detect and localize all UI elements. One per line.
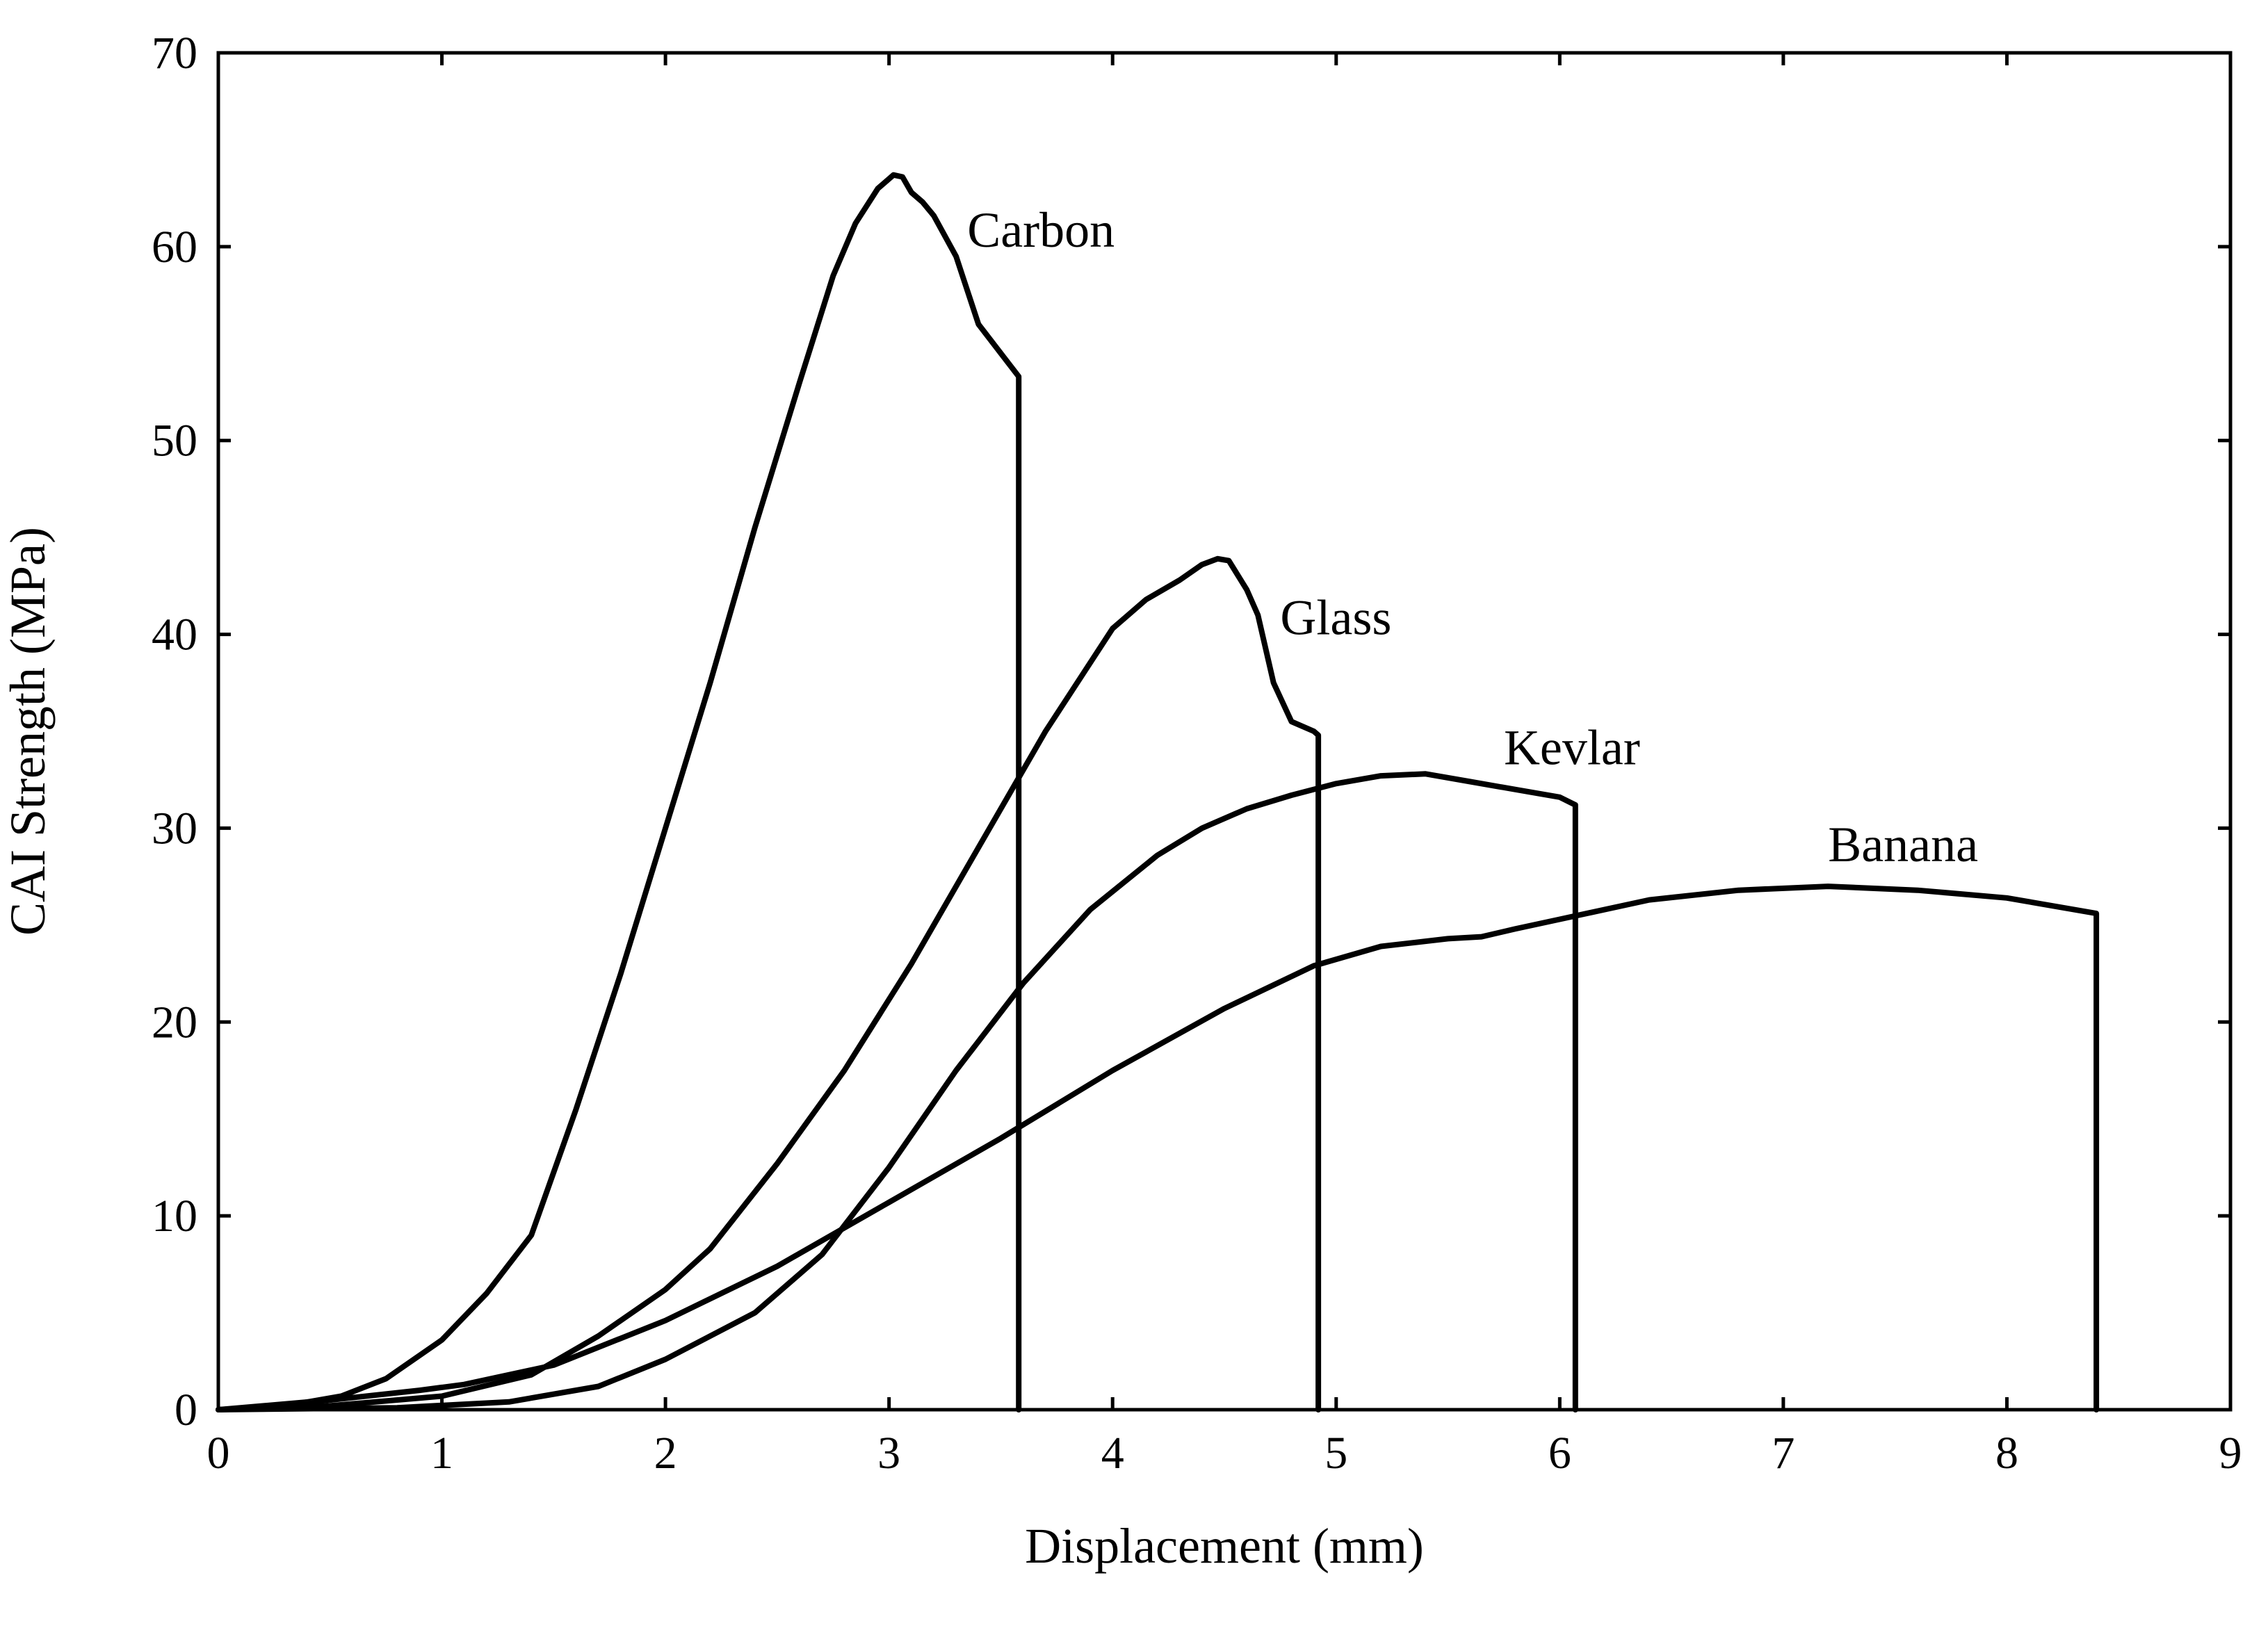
y-axis: 0 10 20 30 40 50 60 70 — [152, 28, 2230, 1435]
y-tick-label: 50 — [152, 416, 197, 466]
y-tick-label: 70 — [152, 28, 197, 79]
x-tick-label: 0 — [207, 1428, 230, 1479]
series-line-carbon — [216, 172, 1022, 1412]
y-axis-title: CAI Strength (MPa) — [0, 527, 56, 936]
x-tick-label: 4 — [1101, 1428, 1124, 1479]
series-label-kevlar: Kevlar — [1504, 719, 1640, 775]
x-tick-label: 7 — [1772, 1428, 1795, 1479]
series-label-glass: Glass — [1280, 590, 1391, 646]
series-labels: Carbon Glass Kevlar Banana — [967, 202, 1978, 872]
y-tick-label: 30 — [152, 803, 197, 854]
y-tick-label: 60 — [152, 222, 197, 272]
x-tick-label: 6 — [1548, 1428, 1571, 1479]
y-tick-label: 40 — [152, 610, 197, 660]
x-tick-label: 3 — [877, 1428, 900, 1479]
y-tick-label: 10 — [152, 1191, 197, 1241]
y-tick-label: 0 — [175, 1385, 197, 1435]
y-tick-label: 20 — [152, 997, 197, 1048]
series-label-carbon: Carbon — [967, 202, 1115, 258]
x-tick-label: 9 — [2219, 1428, 2242, 1479]
series-label-banana: Banana — [1828, 817, 1978, 872]
x-tick-label: 5 — [1325, 1428, 1347, 1479]
x-axis-title: Displacement (mm) — [1025, 1518, 1424, 1574]
plot-frame — [216, 51, 2233, 1412]
series-line-glass — [216, 555, 1322, 1412]
series-line-banana — [216, 883, 2100, 1412]
x-tick-label: 8 — [1995, 1428, 2018, 1479]
x-axis: 0 1 2 3 4 5 6 7 8 9 — [207, 53, 2242, 1479]
x-tick-label: 1 — [430, 1428, 453, 1479]
x-tick-label: 2 — [654, 1428, 677, 1479]
series-layer — [216, 172, 2100, 1412]
series-line-kevlar — [216, 771, 1578, 1412]
